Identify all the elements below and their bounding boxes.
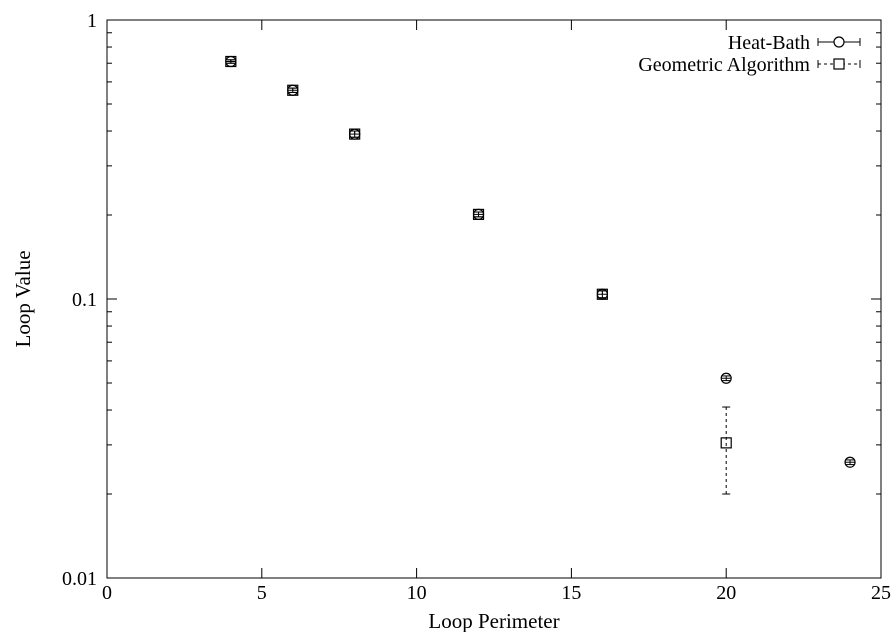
x-tick-label: 10 (407, 582, 427, 604)
x-axis-title: Loop Perimeter (428, 609, 559, 632)
data-point-square (225, 55, 237, 68)
x-tick-label: 5 (257, 582, 267, 604)
data-point-square (596, 288, 608, 300)
series-geometric-algorithm (225, 55, 732, 495)
plot-frame (106, 19, 882, 579)
y-tick-label: 1 (87, 10, 97, 32)
x-tick-label: 0 (102, 582, 112, 604)
data-point-square (472, 208, 485, 221)
series-heat-bath (225, 55, 856, 468)
x-axis: 0 5 10 15 20 25 (102, 20, 891, 604)
y-axis-title: Loop Value (11, 250, 35, 347)
x-tick-label: 15 (561, 582, 581, 604)
x-tick-label: 20 (716, 582, 736, 604)
y-tick-label: 0.01 (62, 568, 97, 590)
legend-circle-marker (833, 36, 845, 48)
series-layer (225, 55, 856, 495)
legend-square-marker (833, 58, 845, 70)
y-tick-label: 0.1 (72, 289, 97, 311)
data-point-square (287, 84, 299, 96)
y-axis: 0.01 0.1 1 (62, 10, 881, 590)
data-point-square (349, 128, 361, 140)
legend-label: Heat-Bath (728, 32, 810, 54)
x-tick-label: 25 (871, 582, 891, 604)
data-point-square (720, 437, 732, 449)
legend-label: Geometric Algorithm (638, 54, 810, 76)
